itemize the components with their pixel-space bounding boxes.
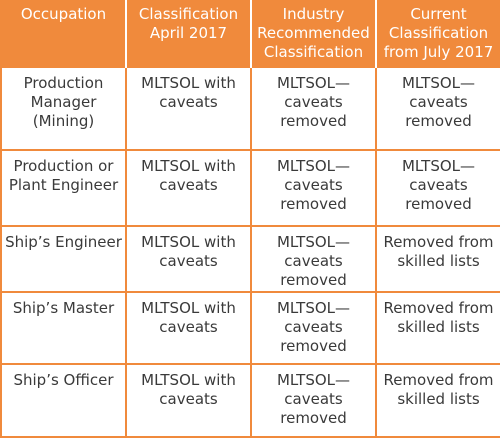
cell-classification-april: MLTSOL with caveats <box>125 149 252 227</box>
cell-current-classification: Removed from skilled lists <box>375 225 500 293</box>
table-row: Production Manager (Mining) MLTSOL with … <box>0 66 500 151</box>
cell-current-classification: Removed from skilled lists <box>375 363 500 438</box>
cell-classification-april: MLTSOL with caveats <box>125 363 252 438</box>
cell-classification-april: MLTSOL with caveats <box>125 291 252 365</box>
cell-occupation: Ship’s Engineer <box>0 225 127 293</box>
cell-current-classification: MLTSOL—caveats removed <box>375 66 500 151</box>
table-row: Ship’s Master MLTSOL with caveats MLTSOL… <box>0 291 500 365</box>
cell-occupation: Production Manager (Mining) <box>0 66 127 151</box>
header-current-classification: Current Classification from July 2017 <box>375 0 500 67</box>
header-row: Occupation Classification April 2017 Ind… <box>0 0 500 67</box>
cell-occupation: Production or Plant Engineer <box>0 149 127 227</box>
header-classification-april-2017: Classification April 2017 <box>125 0 252 67</box>
cell-industry-recommended: MLTSOL—caveats removed <box>250 66 377 151</box>
header-industry-recommended: Industry Recommended Classification <box>250 0 377 67</box>
table-body: Production Manager (Mining) MLTSOL with … <box>0 66 500 438</box>
cell-industry-recommended: MLTSOL—caveats removed <box>250 363 377 438</box>
cell-occupation: Ship’s Officer <box>0 363 127 438</box>
table-row: Ship’s Officer MLTSOL with caveats MLTSO… <box>0 363 500 438</box>
cell-current-classification: MLTSOL—caveats removed <box>375 149 500 227</box>
table-row: Production or Plant Engineer MLTSOL with… <box>0 149 500 227</box>
cell-current-classification: Removed from skilled lists <box>375 291 500 365</box>
cell-industry-recommended: MLTSOL—caveats removed <box>250 149 377 227</box>
cell-industry-recommended: MLTSOL—caveats removed <box>250 291 377 365</box>
header-occupation: Occupation <box>0 0 127 67</box>
table-row: Ship’s Engineer MLTSOL with caveats MLTS… <box>0 225 500 293</box>
cell-industry-recommended: MLTSOL—caveats removed <box>250 225 377 293</box>
cell-classification-april: MLTSOL with caveats <box>125 225 252 293</box>
cell-classification-april: MLTSOL with caveats <box>125 66 252 151</box>
table-header: Occupation Classification April 2017 Ind… <box>0 0 500 67</box>
cell-occupation: Ship’s Master <box>0 291 127 365</box>
